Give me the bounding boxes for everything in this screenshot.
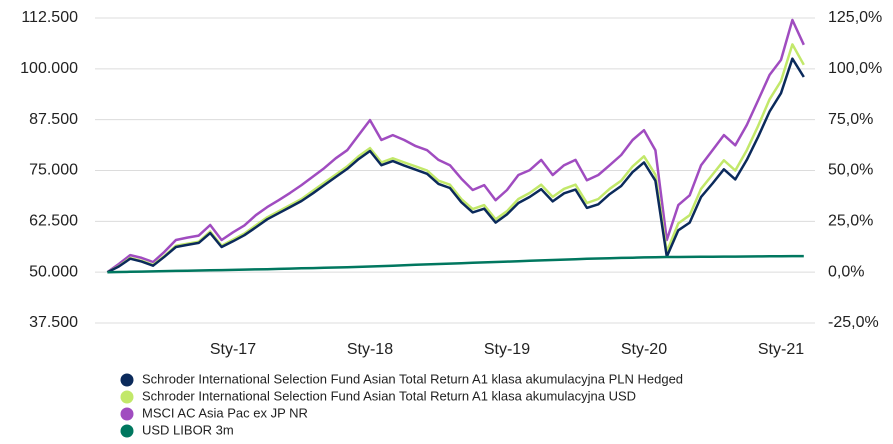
y-tick-label: 112.500 [21,9,78,26]
x-tick-label: Sty-20 [621,341,667,358]
series-line [106,18,805,274]
y-tick-label: 37.500 [29,314,78,331]
y2-tick-label: 25,0% [828,213,873,230]
y2-tick-label: -25,0% [828,314,879,331]
legend-label: Schroder International Selection Fund As… [142,388,636,403]
legend-swatch [120,407,134,421]
y-tick-label: 50.000 [29,263,78,280]
y2-tick-label: 100,0% [828,60,882,77]
x-tick-label: Sty-19 [484,341,530,358]
x-tick-label: Sty-21 [758,341,804,358]
legend-label: USD LIBOR 3m [142,422,234,437]
legend-label: MSCI AC Asia Pac ex JP NR [142,405,308,420]
x-tick-label: Sty-18 [347,341,393,358]
y2-tick-label: 125,0% [828,9,882,26]
y-tick-label: 100.000 [20,60,78,77]
y2-tick-label: 0,0% [828,263,864,280]
legend-swatch [120,373,134,387]
x-tick-label: Sty-17 [210,341,256,358]
legend-label: Schroder International Selection Fund As… [142,371,683,386]
series-line [107,254,804,274]
y2-tick-label: 75,0% [828,111,873,128]
y-tick-label: 87.500 [29,111,78,128]
legend-swatch [120,424,134,438]
series-line [106,43,805,274]
y-tick-label: 62.500 [29,213,78,230]
series-line [106,57,805,274]
y2-tick-label: 50,0% [828,162,873,179]
y-tick-label: 75.000 [29,162,78,179]
legend-swatch [120,390,134,404]
